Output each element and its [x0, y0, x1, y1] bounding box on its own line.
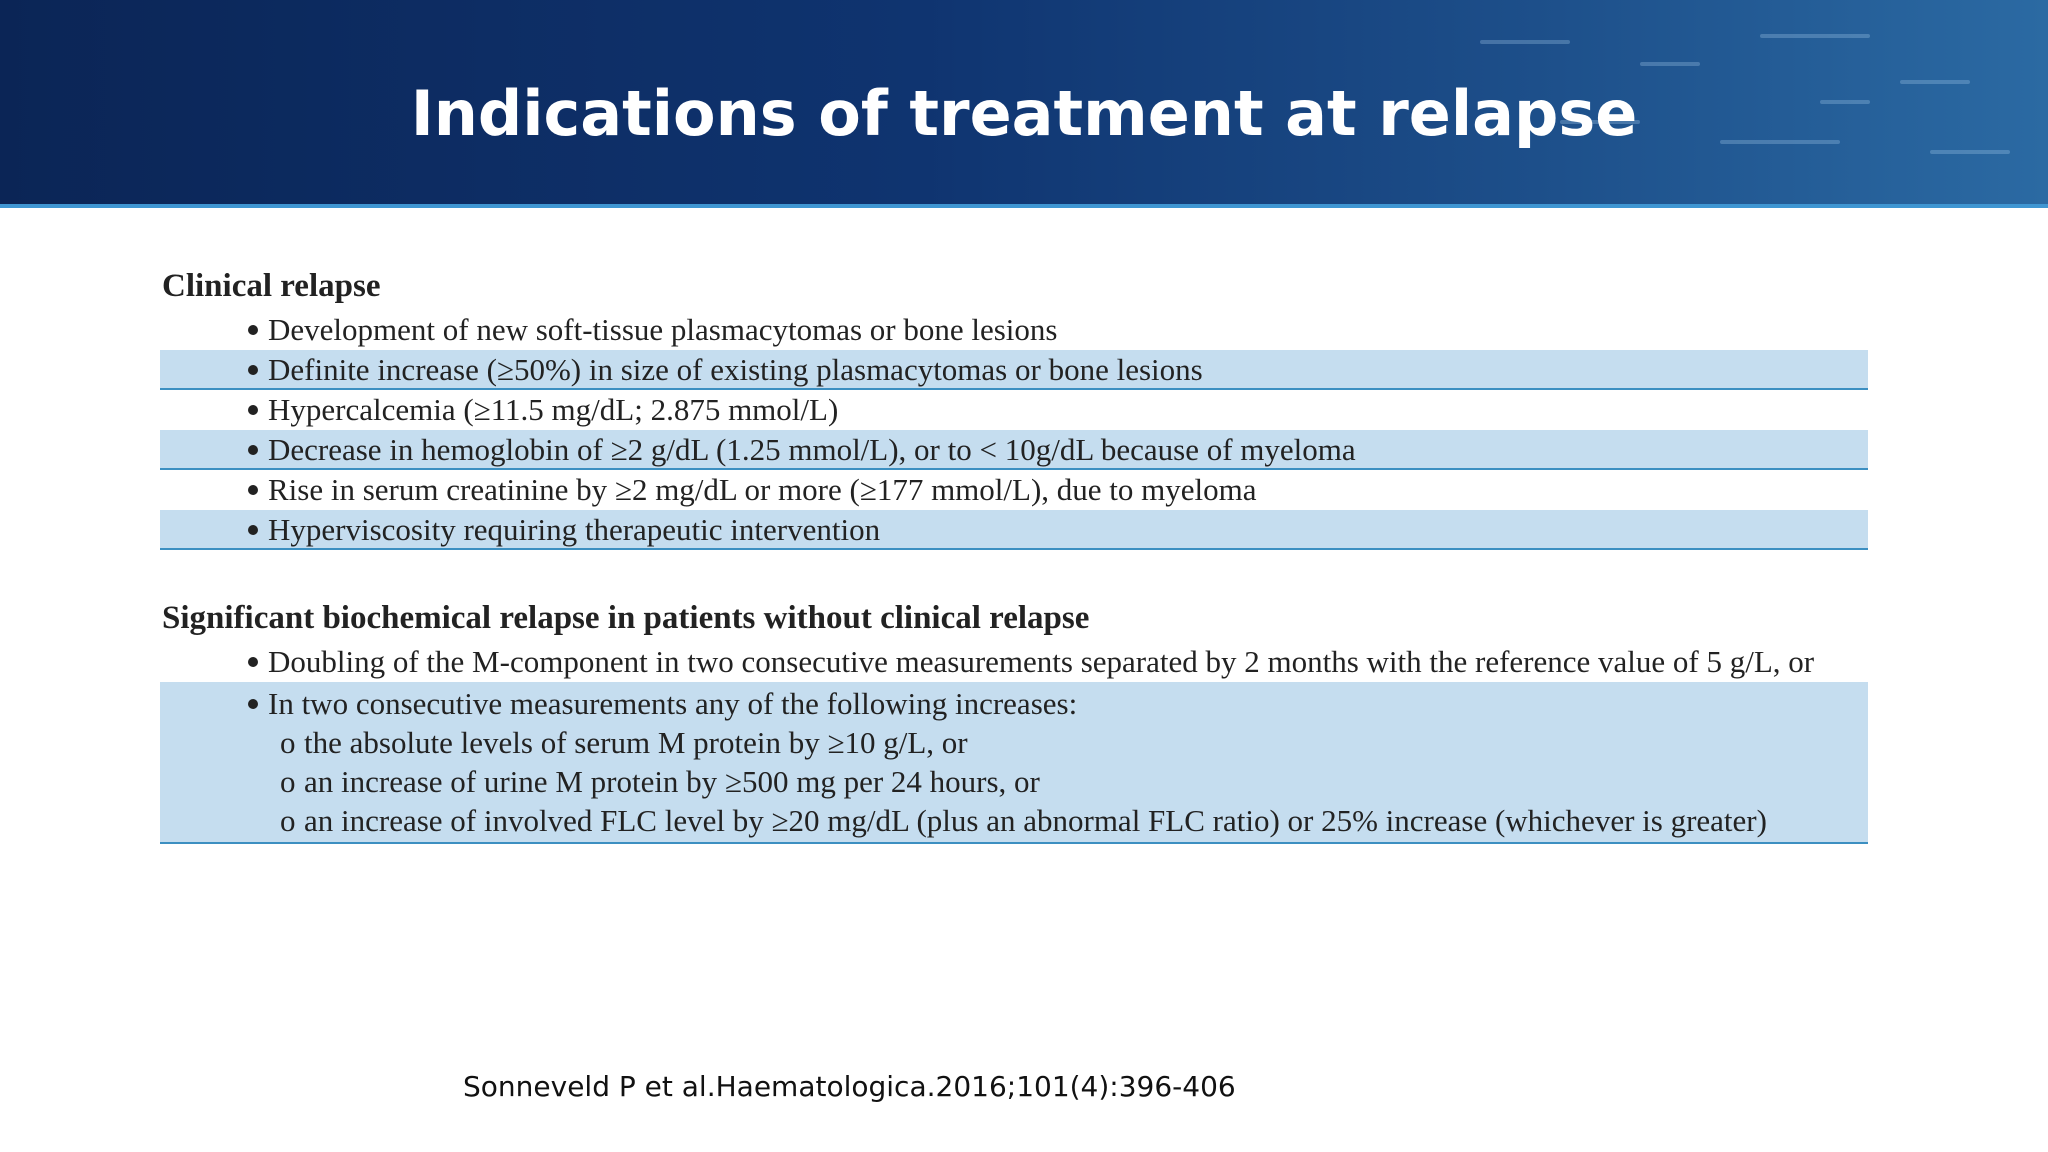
slide-header: Indications of treatment at relapse — [0, 0, 2048, 204]
sub-item: o the absolute levels of serum M protein … — [280, 725, 968, 760]
clinical-item: Rise in serum creatinine by ≥2 mg/dL or … — [248, 472, 1257, 507]
sub-item: o an increase of involved FLC level by ≥2… — [280, 803, 1767, 838]
clinical-item: Decrease in hemoglobin of ≥2 g/dL (1.25 … — [160, 430, 1868, 470]
biochemical-item: Doubling of the M-component in two conse… — [248, 644, 1815, 679]
clinical-relapse-heading: Clinical relapse — [162, 268, 381, 304]
sub-item: o an increase of urine M protein by ≥500 … — [280, 764, 1040, 799]
clinical-item: Development of new soft-tissue plasmacyt… — [248, 312, 1058, 347]
citation: Sonneveld P et al.Haematologica.2016;101… — [463, 1070, 1236, 1103]
clinical-item: Hyperviscosity requiring therapeutic int… — [160, 510, 1868, 550]
criteria-table: Clinical relapse Development of new soft… — [160, 262, 1868, 844]
clinical-item: Definite increase (≥50%) in size of exis… — [160, 350, 1868, 390]
slide-title: Indications of treatment at relapse — [410, 77, 1638, 150]
biochemical-relapse-heading: Significant biochemical relapse in patie… — [162, 600, 1090, 636]
biochemical-item: In two consecutive measurements any of t… — [160, 682, 1868, 844]
clinical-item: Hypercalcemia (≥11.5 mg/dL; 2.875 mmol/L… — [248, 392, 839, 427]
header-divider — [0, 204, 2048, 208]
